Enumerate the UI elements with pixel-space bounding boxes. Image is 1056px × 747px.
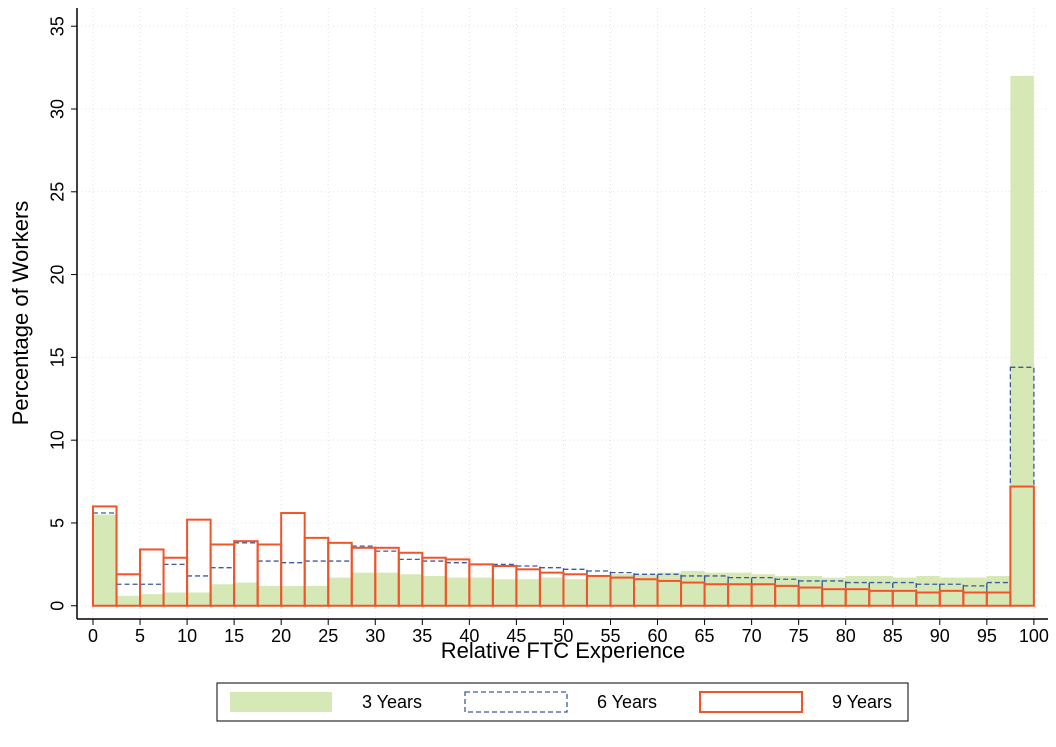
bar xyxy=(280,562,306,607)
bar xyxy=(210,584,235,606)
legend-swatch xyxy=(230,692,332,712)
bar xyxy=(187,592,211,606)
x-tick-label: 25 xyxy=(318,626,338,646)
bar xyxy=(257,585,282,606)
bar xyxy=(657,572,682,606)
x-tick-label: 90 xyxy=(930,626,950,646)
x-tick-label: 20 xyxy=(271,626,291,646)
bar xyxy=(1010,75,1034,606)
x-tick-label: 35 xyxy=(412,626,432,646)
y-tick-label: 0 xyxy=(48,601,68,611)
x-tick-label: 80 xyxy=(836,626,856,646)
x-tick-label: 0 xyxy=(88,626,98,646)
bar xyxy=(986,575,1011,606)
legend-box xyxy=(216,682,909,722)
x-tick-label: 65 xyxy=(695,626,715,646)
x-tick-label: 60 xyxy=(648,626,668,646)
y-tick-label: 5 xyxy=(48,518,68,528)
x-tick-label: 85 xyxy=(883,626,903,646)
bar xyxy=(798,575,823,606)
bar xyxy=(751,574,776,606)
y-axis-title: Percentage of Workers xyxy=(8,201,33,426)
bar xyxy=(822,577,846,606)
legend-label: 9 Years xyxy=(832,692,892,712)
bar xyxy=(398,574,423,606)
bar xyxy=(375,572,399,606)
bar xyxy=(304,585,329,606)
x-axis-title: Relative FTC Experience xyxy=(441,638,686,663)
bar xyxy=(610,574,635,606)
bar xyxy=(328,577,352,606)
legend-swatch xyxy=(464,691,568,713)
bar xyxy=(516,579,540,606)
bar xyxy=(492,579,517,606)
bar xyxy=(351,572,376,606)
bar xyxy=(92,514,117,606)
x-tick-label: 55 xyxy=(600,626,620,646)
bar xyxy=(916,575,940,606)
bar xyxy=(681,570,705,606)
x-tick-label: 45 xyxy=(506,626,526,646)
bar xyxy=(845,575,870,606)
bar xyxy=(704,572,729,606)
x-tick-label: 75 xyxy=(789,626,809,646)
x-tick-label: 40 xyxy=(459,626,479,646)
bar xyxy=(539,577,564,606)
bar xyxy=(445,562,471,607)
bar xyxy=(234,582,258,606)
x-tick-label: 5 xyxy=(135,626,145,646)
legend-swatch xyxy=(699,691,803,713)
bar xyxy=(775,575,799,606)
y-tick-label: 35 xyxy=(48,16,68,36)
bar xyxy=(140,594,164,606)
bar xyxy=(563,579,587,606)
bar xyxy=(469,577,493,606)
bar xyxy=(91,505,118,607)
x-tick-label: 30 xyxy=(365,626,385,646)
bar xyxy=(422,575,446,606)
x-tick-label: 70 xyxy=(742,626,762,646)
y-tick-label: 20 xyxy=(48,265,68,285)
x-tick-label: 50 xyxy=(553,626,573,646)
x-tick-label: 15 xyxy=(224,626,244,646)
bar xyxy=(634,574,658,606)
x-tick-label: 100 xyxy=(1019,626,1049,646)
bar xyxy=(586,575,611,606)
bar xyxy=(728,572,752,606)
bar xyxy=(445,577,470,606)
y-tick-label: 10 xyxy=(48,430,68,450)
bar xyxy=(116,595,141,606)
y-tick-label: 15 xyxy=(48,347,68,367)
bar xyxy=(281,585,305,606)
legend-label: 6 Years xyxy=(597,692,657,712)
y-tick-label: 30 xyxy=(48,99,68,119)
legend-label: 3 Years xyxy=(362,692,422,712)
bar xyxy=(1009,485,1035,607)
y-tick-label: 25 xyxy=(48,182,68,202)
x-tick-label: 95 xyxy=(977,626,997,646)
bar xyxy=(163,592,188,606)
x-tick-label: 10 xyxy=(177,626,197,646)
